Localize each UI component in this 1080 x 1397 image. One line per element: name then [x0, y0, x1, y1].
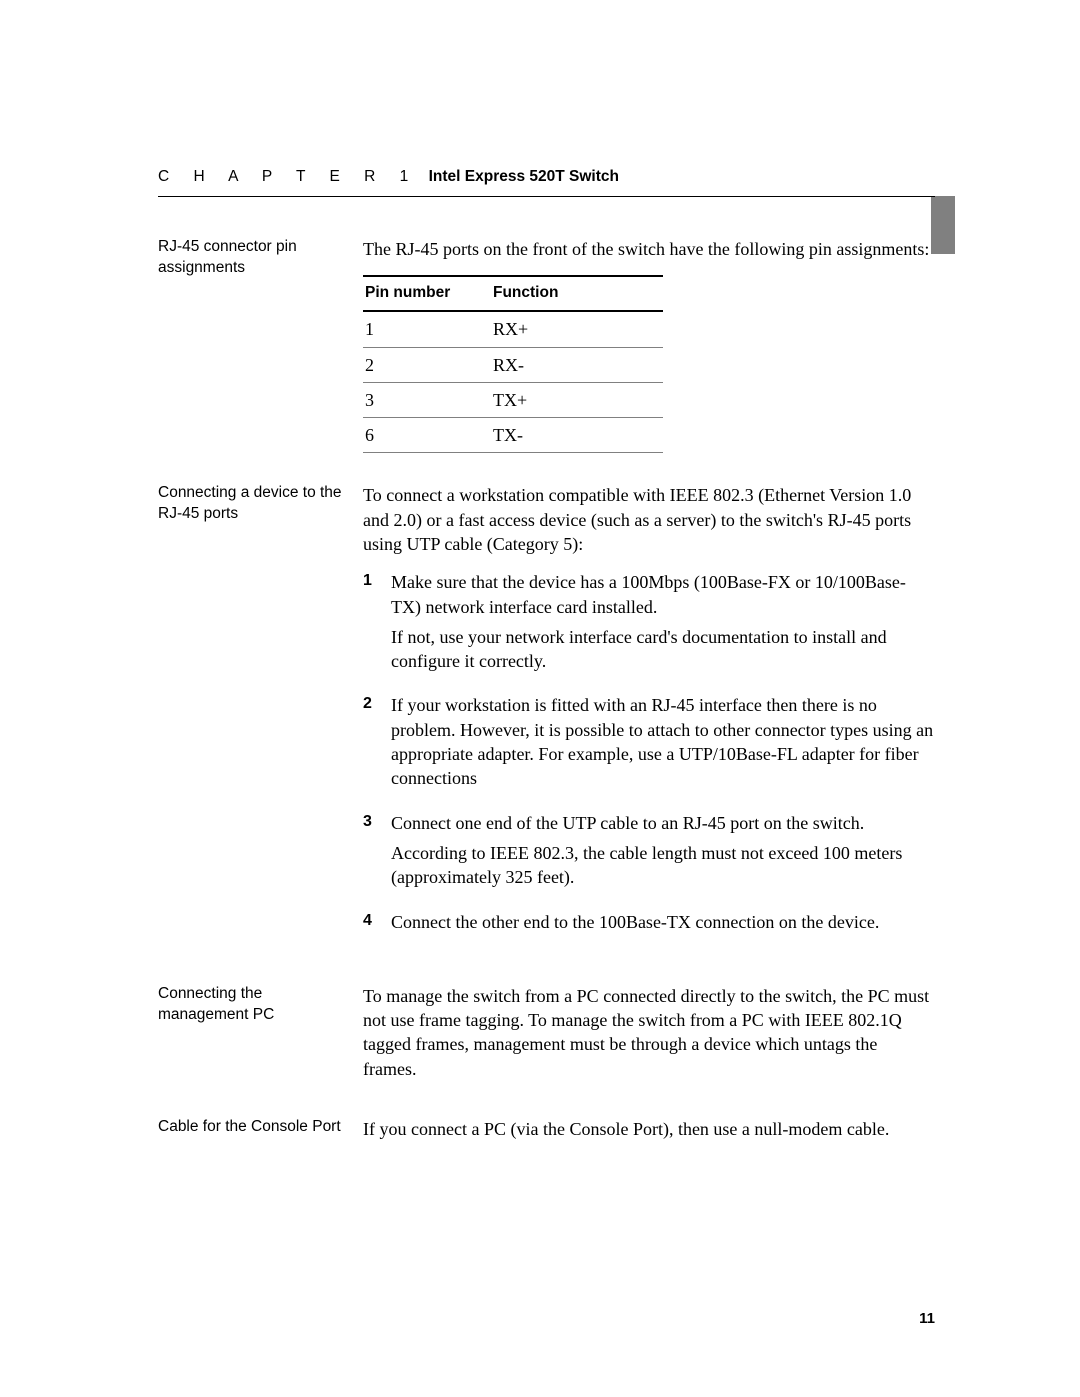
col-header-function: Function [493, 276, 663, 311]
margin-heading: RJ-45 connector pin assignments [158, 237, 363, 453]
step-paragraph: Connect one end of the UTP cable to an R… [391, 811, 935, 835]
step-number: 2 [363, 693, 391, 796]
cell-fn: RX- [493, 347, 663, 382]
step-text: Connect the other end to the 100Base-TX … [391, 910, 935, 940]
table-row: 3 TX+ [363, 382, 663, 417]
step-number: 3 [363, 811, 391, 896]
step-text: If your workstation is fitted with an RJ… [391, 693, 935, 796]
table-row: 6 TX- [363, 418, 663, 453]
step-text: Make sure that the device has a 100Mbps … [391, 570, 935, 679]
cell-fn: RX+ [493, 311, 663, 347]
section-pin-assignments: RJ-45 connector pin assignments The RJ-4… [158, 237, 935, 453]
page-number: 11 [919, 1310, 935, 1327]
cell-fn: TX+ [493, 382, 663, 417]
section-console-cable: Cable for the Console Port If you connec… [158, 1117, 935, 1147]
step-list: 1 Make sure that the device has a 100Mbp… [363, 570, 935, 940]
section-body: The RJ-45 ports on the front of the swit… [363, 237, 935, 453]
step-paragraph: Connect the other end to the 100Base-TX … [391, 910, 935, 934]
step-number: 1 [363, 570, 391, 679]
table-row: 1 RX+ [363, 311, 663, 347]
cell-fn: TX- [493, 418, 663, 453]
step-paragraph: If your workstation is fitted with an RJ… [391, 693, 935, 790]
section-management-pc: Connecting the management PC To manage t… [158, 984, 935, 1087]
section-body: To manage the switch from a PC connected… [363, 984, 935, 1087]
cell-pin: 2 [363, 347, 493, 382]
step-number: 4 [363, 910, 391, 940]
step-paragraph: Make sure that the device has a 100Mbps … [391, 570, 935, 619]
cell-pin: 6 [363, 418, 493, 453]
body-text: To manage the switch from a PC connected… [363, 984, 935, 1081]
step-text: Connect one end of the UTP cable to an R… [391, 811, 935, 896]
col-header-pin: Pin number [363, 276, 493, 311]
margin-heading: Cable for the Console Port [158, 1117, 363, 1147]
step-item: 4 Connect the other end to the 100Base-T… [363, 910, 935, 940]
document-page: C H A P T E R 1 Intel Express 520T Switc… [0, 0, 1080, 1237]
cell-pin: 3 [363, 382, 493, 417]
body-text: If you connect a PC (via the Console Por… [363, 1117, 935, 1141]
table-row: 2 RX- [363, 347, 663, 382]
step-item: 3 Connect one end of the UTP cable to an… [363, 811, 935, 896]
intro-text: The RJ-45 ports on the front of the swit… [363, 237, 935, 261]
section-connect-device: Connecting a device to the RJ-45 ports T… [158, 483, 935, 953]
margin-heading: Connecting a device to the RJ-45 ports [158, 483, 363, 953]
step-paragraph: If not, use your network interface card'… [391, 625, 935, 674]
section-body: To connect a workstation compatible with… [363, 483, 935, 953]
step-item: 2 If your workstation is fitted with an … [363, 693, 935, 796]
pin-table: Pin number Function 1 RX+ 2 RX- 3 [363, 275, 663, 453]
chapter-title: Intel Express 520T Switch [429, 168, 619, 185]
margin-heading: Connecting the management PC [158, 984, 363, 1087]
cell-pin: 1 [363, 311, 493, 347]
chapter-label: C H A P T E R 1 [158, 168, 418, 185]
section-body: If you connect a PC (via the Console Por… [363, 1117, 935, 1147]
step-paragraph: According to IEEE 802.3, the cable lengt… [391, 841, 935, 890]
step-item: 1 Make sure that the device has a 100Mbp… [363, 570, 935, 679]
running-header: C H A P T E R 1 Intel Express 520T Switc… [158, 168, 935, 197]
intro-text: To connect a workstation compatible with… [363, 483, 935, 556]
